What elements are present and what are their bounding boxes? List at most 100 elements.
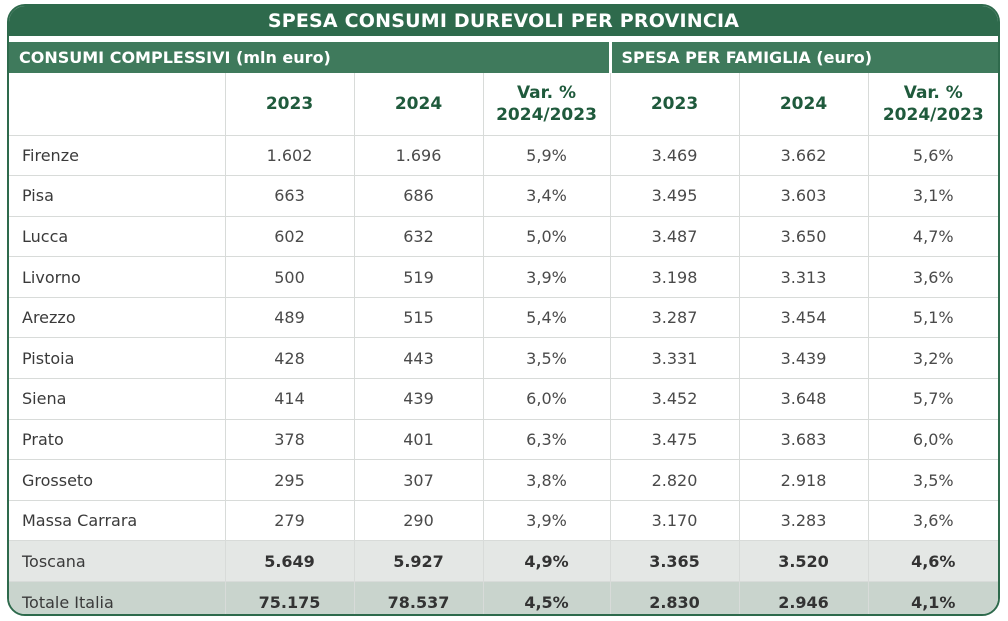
- province-name: Lucca: [9, 216, 226, 258]
- table-row: Livorno 500 519 3,9% 3.198 3.313 3,6%: [9, 256, 998, 298]
- column-header-2023: 2023: [225, 73, 355, 136]
- cell-consumi-var: 5,0%: [483, 216, 611, 258]
- cell-famiglia-2024: 3.603: [739, 175, 869, 217]
- cell-consumi-2024: 632: [354, 216, 484, 258]
- table-row: Prato 378 401 6,3% 3.475 3.683 6,0%: [9, 419, 998, 461]
- cell-consumi-2023: 428: [225, 337, 355, 380]
- cell-consumi-2023: 75.175: [225, 581, 355, 614]
- cell-famiglia-2024: 3.648: [739, 378, 869, 420]
- cell-consumi-var: 3,9%: [483, 256, 611, 298]
- cell-famiglia-var: 3,6%: [868, 256, 998, 298]
- var-label-line1: Var. %: [516, 82, 577, 103]
- province-name: Firenze: [9, 135, 226, 177]
- cell-consumi-var: 4,5%: [483, 581, 611, 614]
- cell-famiglia-2024: 2.918: [739, 459, 869, 501]
- cell-consumi-2024: 78.537: [354, 581, 484, 614]
- cell-famiglia-2023: 3.495: [610, 175, 740, 217]
- var-label-line1: Var. %: [903, 82, 963, 103]
- cell-famiglia-var: 4,6%: [868, 540, 998, 583]
- table-row: Lucca 602 632 5,0% 3.487 3.650 4,7%: [9, 216, 998, 258]
- cell-consumi-2023: 279: [225, 500, 355, 542]
- province-name: Pisa: [9, 175, 226, 217]
- var-label-line2: 2024/2023: [882, 104, 984, 125]
- cell-consumi-var: 4,9%: [483, 540, 611, 583]
- table-row: Firenze 1.602 1.696 5,9% 3.469 3.662 5,6%: [9, 135, 998, 177]
- cell-famiglia-var: 5,6%: [868, 135, 998, 177]
- table-row: Siena 414 439 6,0% 3.452 3.648 5,7%: [9, 378, 998, 420]
- cell-consumi-2024: 515: [354, 297, 484, 339]
- province-name: Grosseto: [9, 459, 226, 501]
- var-label-line2: 2024/2023: [496, 104, 597, 125]
- cell-famiglia-var: 3,5%: [868, 459, 998, 501]
- cell-famiglia-2024: 3.683: [739, 419, 869, 461]
- group-header-spesa-famiglia: SPESA PER FAMIGLIA (euro): [608, 36, 998, 73]
- cell-famiglia-var: 5,1%: [868, 297, 998, 339]
- cell-consumi-2023: 1.602: [225, 135, 355, 177]
- cell-consumi-var: 3,8%: [483, 459, 611, 501]
- cell-famiglia-2024: 3.454: [739, 297, 869, 339]
- table-body: Firenze 1.602 1.696 5,9% 3.469 3.662 5,6% Pisa 6…: [9, 135, 998, 614]
- cell-consumi-2023: 378: [225, 419, 355, 461]
- cell-famiglia-2024: 3.313: [739, 256, 869, 298]
- province-name: Massa Carrara: [9, 500, 226, 542]
- column-header-row: 2023 2024 Var. % 2024/2023 2023 2024 Var.…: [9, 73, 998, 136]
- cell-famiglia-2023: 3.170: [610, 500, 740, 542]
- column-header-2024-famiglia: 2024: [739, 73, 869, 136]
- province-name: Livorno: [9, 256, 226, 298]
- column-header-2023-famiglia: 2023: [610, 73, 740, 136]
- cell-consumi-2024: 5.927: [354, 540, 484, 583]
- group-header-row: CONSUMI COMPLESSIVI (mln euro) SPESA PER…: [9, 36, 998, 73]
- cell-famiglia-2023: 3.287: [610, 297, 740, 339]
- cell-famiglia-2023: 3.487: [610, 216, 740, 258]
- cell-consumi-2023: 295: [225, 459, 355, 501]
- cell-famiglia-2023: 3.331: [610, 337, 740, 380]
- cell-famiglia-var: 4,1%: [868, 581, 998, 614]
- cell-famiglia-2023: 3.475: [610, 419, 740, 461]
- table-row: Pisa 663 686 3,4% 3.495 3.603 3,1%: [9, 175, 998, 217]
- cell-famiglia-2024: 3.439: [739, 337, 869, 380]
- cell-famiglia-var: 5,7%: [868, 378, 998, 420]
- cell-consumi-var: 3,5%: [483, 337, 611, 380]
- cell-consumi-2024: 401: [354, 419, 484, 461]
- cell-famiglia-var: 3,6%: [868, 500, 998, 542]
- cell-consumi-2023: 602: [225, 216, 355, 258]
- cell-consumi-var: 3,4%: [483, 175, 611, 217]
- group-header-consumi: CONSUMI COMPLESSIVI (mln euro): [9, 36, 610, 73]
- cell-consumi-2023: 5.649: [225, 540, 355, 583]
- cell-consumi-2024: 290: [354, 500, 484, 542]
- column-header-var-famiglia: Var. % 2024/2023: [868, 73, 998, 136]
- column-header-province: [9, 73, 226, 136]
- cell-famiglia-var: 6,0%: [868, 419, 998, 461]
- cell-consumi-2024: 439: [354, 378, 484, 420]
- cell-consumi-var: 3,9%: [483, 500, 611, 542]
- cell-famiglia-2024: 3.520: [739, 540, 869, 583]
- cell-consumi-2024: 1.696: [354, 135, 484, 177]
- cell-famiglia-2024: 3.650: [739, 216, 869, 258]
- cell-consumi-2024: 519: [354, 256, 484, 298]
- province-name: Prato: [9, 419, 226, 461]
- cell-famiglia-var: 3,2%: [868, 337, 998, 380]
- cell-consumi-var: 5,9%: [483, 135, 611, 177]
- data-table: CONSUMI COMPLESSIVI (mln euro) SPESA PER…: [9, 36, 998, 614]
- cell-famiglia-2023: 3.452: [610, 378, 740, 420]
- cell-famiglia-2023: 2.830: [610, 581, 740, 614]
- table-row: Arezzo 489 515 5,4% 3.287 3.454 5,1%: [9, 297, 998, 339]
- table-row: Totale Italia 75.175 78.537 4,5% 2.830 2.946 4…: [9, 581, 998, 614]
- cell-famiglia-2023: 3.198: [610, 256, 740, 298]
- province-name: Siena: [9, 378, 226, 420]
- cell-famiglia-2023: 2.820: [610, 459, 740, 501]
- cell-consumi-2023: 414: [225, 378, 355, 420]
- cell-consumi-2024: 686: [354, 175, 484, 217]
- table-frame: SPESA CONSUMI DUREVOLI PER PROVINCIA CON…: [7, 4, 1000, 616]
- table-row: Massa Carrara 279 290 3,9% 3.170 3.283 3,6%: [9, 500, 998, 542]
- cell-consumi-2023: 489: [225, 297, 355, 339]
- cell-famiglia-2024: 2.946: [739, 581, 869, 614]
- cell-consumi-2024: 443: [354, 337, 484, 380]
- cell-famiglia-var: 4,7%: [868, 216, 998, 258]
- cell-famiglia-2024: 3.662: [739, 135, 869, 177]
- province-name: Toscana: [9, 540, 226, 583]
- cell-consumi-2023: 500: [225, 256, 355, 298]
- column-header-2024: 2024: [354, 73, 484, 136]
- table-row: Toscana 5.649 5.927 4,9% 3.365 3.520 4,6%: [9, 540, 998, 583]
- cell-consumi-var: 5,4%: [483, 297, 611, 339]
